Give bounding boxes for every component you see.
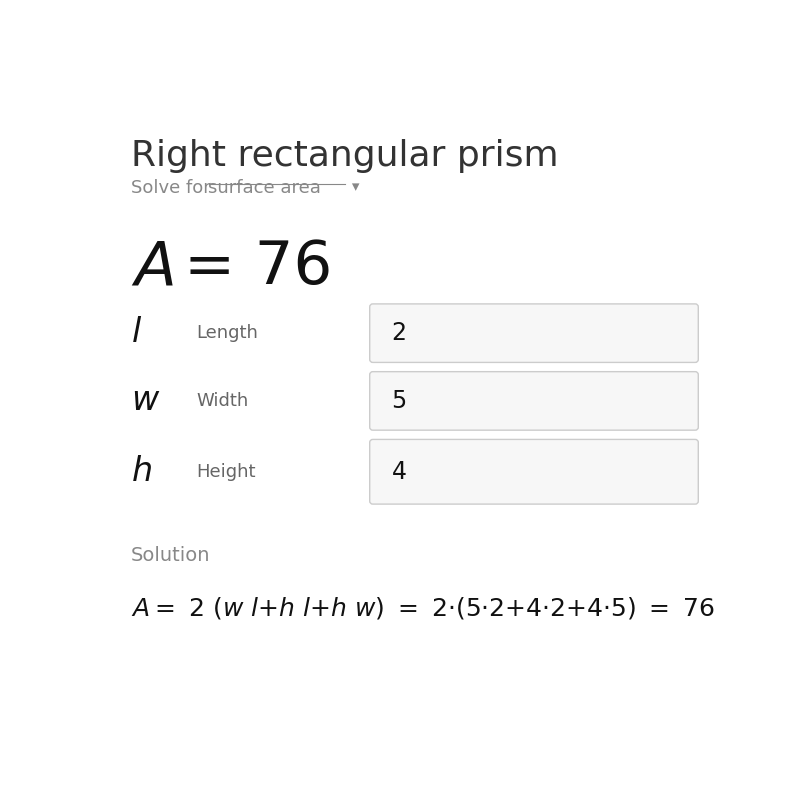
Text: $h$: $h$ (131, 456, 152, 488)
FancyBboxPatch shape (370, 304, 698, 362)
Text: Length: Length (196, 324, 258, 342)
FancyBboxPatch shape (370, 372, 698, 430)
Text: ▾: ▾ (346, 179, 359, 194)
Text: = 76: = 76 (184, 238, 332, 297)
Text: $A{=}\ 2\ (w\ l{+}h\ l{+}h\ w)\ =\ 2{\cdot}(5{\cdot}2{+}4{\cdot}2{+}4{\cdot}5)\ : $A{=}\ 2\ (w\ l{+}h\ l{+}h\ w)\ =\ 2{\cd… (131, 595, 715, 621)
Text: 4: 4 (391, 460, 406, 484)
FancyBboxPatch shape (370, 439, 698, 504)
Text: 2: 2 (391, 321, 406, 345)
Text: Solution: Solution (131, 546, 210, 565)
Text: Right rectangular prism: Right rectangular prism (131, 139, 558, 173)
Text: surface area: surface area (209, 179, 322, 197)
Text: 5: 5 (391, 389, 406, 413)
Text: $l$: $l$ (131, 317, 142, 349)
Text: $A$: $A$ (131, 238, 174, 298)
Text: Width: Width (196, 392, 248, 410)
Text: Height: Height (196, 462, 256, 481)
Text: Solve for: Solve for (131, 179, 217, 197)
Text: $w$: $w$ (131, 385, 160, 417)
